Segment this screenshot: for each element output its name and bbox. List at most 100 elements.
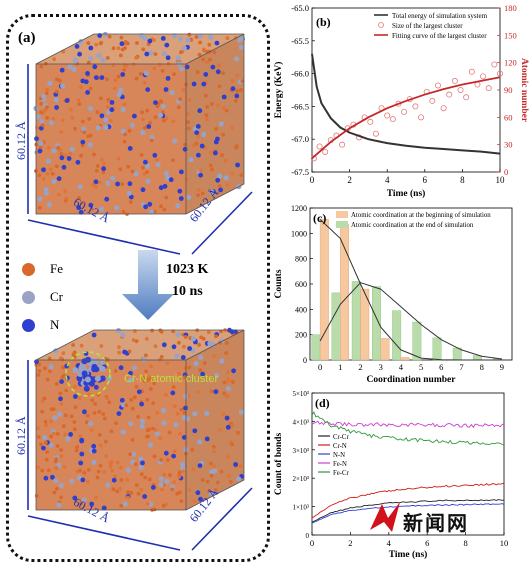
atom <box>116 156 121 161</box>
atom <box>89 428 94 432</box>
watermark-text: 新闻网 <box>403 511 469 535</box>
atom <box>91 332 97 338</box>
atom <box>46 468 51 473</box>
atom <box>115 460 120 465</box>
atom <box>59 495 63 500</box>
atom <box>93 75 99 80</box>
atom <box>76 205 82 211</box>
atom <box>59 379 64 384</box>
atom <box>45 450 49 454</box>
atom <box>141 117 145 122</box>
atom <box>216 103 220 108</box>
atom <box>58 78 62 83</box>
atom <box>120 47 125 52</box>
atom <box>186 194 192 200</box>
atom <box>187 98 192 102</box>
atom <box>127 128 132 133</box>
panel-a-frame <box>6 14 270 562</box>
atom <box>44 423 49 428</box>
atom <box>108 118 113 123</box>
atom <box>230 171 235 176</box>
atom <box>74 448 79 453</box>
atom <box>235 73 240 78</box>
atom <box>111 477 117 483</box>
atom <box>85 479 90 484</box>
atom <box>111 487 116 491</box>
atom <box>79 153 83 158</box>
atom <box>54 89 59 94</box>
time-label: 10 ns <box>172 284 203 299</box>
atom <box>164 392 168 397</box>
atom <box>44 457 49 462</box>
atom <box>194 130 200 136</box>
atom <box>91 182 95 187</box>
y2-tick-label: 90 <box>504 85 513 95</box>
atom <box>61 351 66 356</box>
atom <box>191 143 196 148</box>
atom <box>183 142 188 147</box>
atom <box>129 491 134 495</box>
atom <box>116 46 121 50</box>
atom <box>226 376 230 381</box>
atom <box>80 477 86 483</box>
atom <box>130 451 137 457</box>
atom <box>96 469 101 474</box>
atom <box>62 465 67 469</box>
x-axis-label: Coordination number <box>367 375 457 385</box>
atom <box>124 403 129 408</box>
y-axis-label: Count of bonds <box>274 433 284 496</box>
atom <box>82 470 87 475</box>
atom <box>240 79 245 83</box>
atom <box>230 442 235 447</box>
atom <box>51 148 57 154</box>
cluster-size-point <box>372 130 379 137</box>
atom <box>182 393 188 399</box>
atom <box>100 157 104 162</box>
atom <box>214 126 219 131</box>
atom <box>48 442 54 448</box>
atom <box>158 482 164 488</box>
atom <box>94 42 99 47</box>
atom <box>56 176 62 182</box>
atom <box>187 346 193 351</box>
atom <box>127 349 132 354</box>
atom <box>170 390 176 396</box>
atom <box>143 159 148 165</box>
cube-edge <box>35 33 245 65</box>
atom <box>72 384 77 389</box>
atom <box>159 355 164 359</box>
atom <box>82 130 87 135</box>
atom <box>157 112 164 118</box>
atom <box>52 57 57 62</box>
atom <box>198 368 203 372</box>
atom <box>149 138 154 143</box>
atom <box>107 375 113 382</box>
atom <box>54 382 59 386</box>
atom <box>171 385 176 390</box>
atom <box>109 100 115 105</box>
atom <box>130 169 135 174</box>
atom <box>128 194 134 200</box>
atom <box>149 134 155 140</box>
atom <box>139 418 146 424</box>
atom <box>116 328 122 334</box>
atom <box>45 105 49 109</box>
x-axis-label: Time (ns) <box>389 549 428 560</box>
atom <box>115 181 120 187</box>
atom <box>174 353 180 359</box>
atom <box>64 98 70 103</box>
atom <box>114 205 120 211</box>
atom <box>217 64 222 68</box>
x-tick-label: 6 <box>423 175 428 185</box>
atom <box>138 71 143 76</box>
atom <box>185 37 191 43</box>
atom <box>123 132 127 137</box>
atom <box>43 419 48 424</box>
atom <box>152 381 157 386</box>
atom <box>133 171 139 177</box>
atom <box>172 404 177 409</box>
atom <box>221 94 227 100</box>
atom <box>219 358 225 364</box>
atom <box>188 157 194 163</box>
atom <box>201 81 207 87</box>
